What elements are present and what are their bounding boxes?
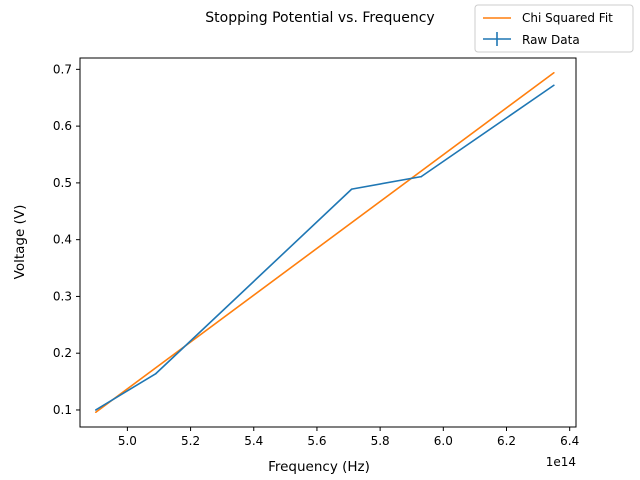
series-layer bbox=[94, 71, 555, 414]
legend-label-chi-squared-fit: Chi Squared Fit bbox=[522, 11, 613, 25]
data-point-raw-data bbox=[553, 84, 555, 87]
plot-area bbox=[79, 57, 577, 428]
legend: Chi Squared Fit Raw Data bbox=[474, 4, 634, 53]
x-axis-label: Frequency (Hz) bbox=[268, 459, 370, 475]
legend-box bbox=[474, 4, 634, 53]
x-tick-label: 6.2 bbox=[497, 434, 516, 448]
data-point-chi-squared-fit bbox=[94, 411, 97, 414]
x-axis: 5.0 5.2 5.4 5.6 5.8 6.0 6.2 6.4 bbox=[118, 427, 579, 448]
x-tick-label: 5.6 bbox=[307, 434, 326, 448]
x-tick-label: 6.4 bbox=[560, 434, 579, 448]
y-tick-label: 0.5 bbox=[53, 176, 72, 190]
plot-frame bbox=[79, 57, 577, 428]
y-axis: 0.1 0.2 0.3 0.4 0.5 0.6 0.7 bbox=[53, 62, 80, 417]
y-tick-label: 0.1 bbox=[53, 403, 72, 417]
chart-title: Stopping Potential vs. Frequency bbox=[205, 10, 434, 26]
x-axis-offset-label: 1e14 bbox=[546, 455, 576, 469]
y-tick-label: 0.3 bbox=[53, 289, 72, 303]
x-tick-label: 5.8 bbox=[371, 434, 390, 448]
series-line-chi-squared-fit bbox=[95, 72, 555, 413]
x-tick-label: 5.0 bbox=[118, 434, 137, 448]
x-tick-label: 6.0 bbox=[434, 434, 453, 448]
data-point-raw-data bbox=[94, 409, 97, 411]
data-point-chi-squared-fit bbox=[553, 71, 555, 74]
y-tick-label: 0.7 bbox=[53, 62, 72, 76]
y-tick-label: 0.6 bbox=[53, 119, 72, 133]
data-point-raw-data bbox=[350, 188, 353, 190]
x-tick-label: 5.2 bbox=[181, 434, 200, 448]
y-tick-label: 0.2 bbox=[53, 346, 72, 360]
x-tick-label: 5.4 bbox=[244, 434, 263, 448]
y-tick-label: 0.4 bbox=[53, 233, 72, 247]
legend-label-raw-data: Raw Data bbox=[522, 33, 580, 47]
y-axis-label: Voltage (V) bbox=[12, 205, 28, 280]
data-point-raw-data bbox=[155, 372, 157, 375]
data-point-raw-data bbox=[420, 175, 422, 178]
